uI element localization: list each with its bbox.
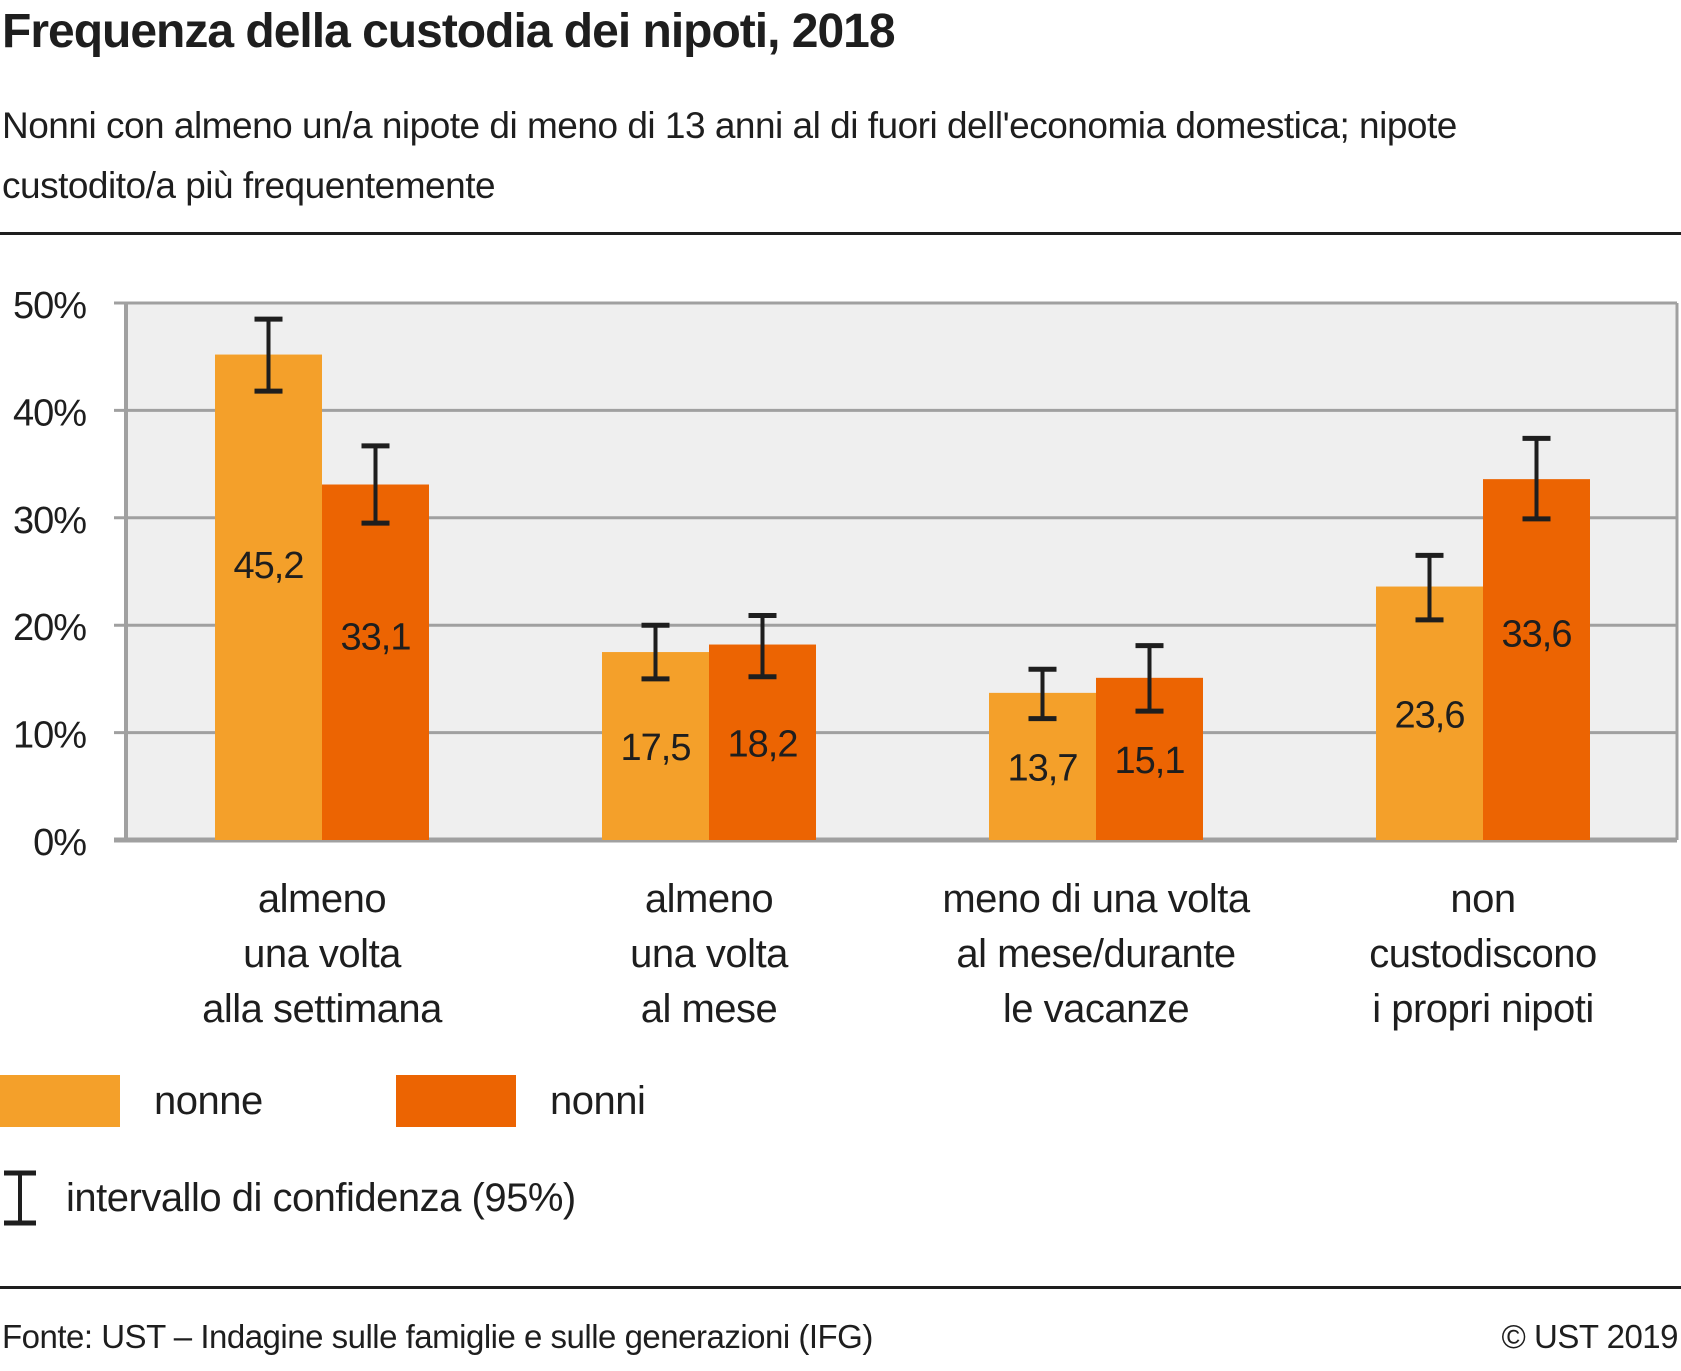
- data-label-nonni: 18,2: [728, 723, 798, 765]
- bar-nonni: [1483, 479, 1590, 840]
- data-label-nonne: 17,5: [621, 727, 691, 769]
- legend-label-nonne: nonne: [154, 1078, 263, 1123]
- legend-item-nonni: nonni: [396, 1075, 646, 1127]
- data-label-nonni: 15,1: [1115, 740, 1185, 782]
- legend: nonne nonni: [0, 1075, 1681, 1215]
- legend-label-nonni: nonni: [550, 1078, 646, 1123]
- data-label-nonni: 33,1: [341, 616, 411, 658]
- x-category-label: al mese/durante: [956, 932, 1235, 976]
- x-category-label: una volta: [630, 932, 789, 976]
- x-category-label: meno di una volta: [942, 877, 1251, 921]
- legend-swatch-nonni: [396, 1075, 516, 1127]
- bar-nonne: [215, 354, 322, 840]
- y-tick-label: 50%: [13, 285, 86, 327]
- data-label-nonne: 13,7: [1008, 748, 1078, 790]
- x-category-label: custodiscono: [1369, 932, 1596, 976]
- x-category-label: al mese: [641, 987, 778, 1031]
- error-bar-icon: [4, 1170, 36, 1226]
- x-category-label: i propri nipoti: [1372, 987, 1594, 1031]
- top-divider: [0, 232, 1681, 235]
- y-tick-label: 10%: [13, 715, 86, 757]
- x-category-label: almeno: [258, 877, 386, 921]
- bar-nonne: [602, 652, 709, 840]
- source-note: Fonte: UST – Indagine sulle famiglie e s…: [2, 1318, 873, 1355]
- bottom-divider: [0, 1286, 1681, 1289]
- chart-title: Frequenza della custodia dei nipoti, 201…: [2, 5, 896, 58]
- x-category-label: alla settimana: [202, 987, 443, 1031]
- y-tick-label: 30%: [13, 500, 86, 542]
- bar-nonne: [1376, 586, 1483, 840]
- bar-chart: 0% 10% 20% 30% 40% 50% 45,2 33,1 17,5 18,2 13,7 15…: [13, 285, 1679, 1031]
- data-label-nonne: 23,6: [1395, 694, 1465, 736]
- copyright: © UST 2019: [1501, 1318, 1679, 1355]
- x-category-label: non: [1450, 877, 1515, 921]
- chart-subtitle: Nonni con almeno un/a nipote di meno di …: [2, 105, 1457, 206]
- x-category-label: le vacanze: [1003, 987, 1189, 1031]
- y-tick-label: 40%: [13, 392, 86, 434]
- y-tick-label: 20%: [13, 607, 86, 649]
- data-label-nonni: 33,6: [1502, 614, 1572, 656]
- legend-item-nonne: nonne: [0, 1075, 263, 1127]
- legend-label-confidence-interval: intervallo di confidenza (95%): [66, 1175, 576, 1220]
- legend-swatch-nonne: [0, 1075, 120, 1127]
- legend-item-confidence-interval: intervallo di confidenza (95%): [0, 1170, 576, 1226]
- x-category-label: almeno: [645, 877, 773, 921]
- bar-nonni: [322, 484, 429, 840]
- data-label-nonne: 45,2: [234, 545, 304, 587]
- x-category-label: una volta: [243, 932, 402, 976]
- y-tick-label: 0%: [33, 822, 86, 864]
